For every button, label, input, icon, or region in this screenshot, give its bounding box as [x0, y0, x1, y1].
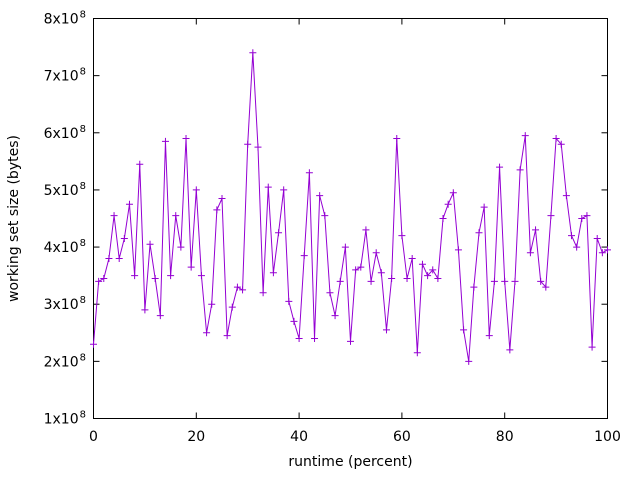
y-tick-label: 8x108 — [44, 10, 86, 28]
x-tick-label: 20 — [187, 429, 205, 445]
x-axis-ticks — [93, 18, 608, 419]
x-tick-label: 100 — [594, 429, 621, 445]
y-tick-labels: 1x108 2x108 3x108 4x108 5x108 6x108 7x108 8x108 — [44, 10, 86, 428]
y-tick-label: 5x108 — [44, 181, 86, 199]
plot-border — [93, 18, 608, 419]
x-tick-label: 40 — [290, 429, 308, 445]
series-line — [93, 52, 608, 362]
y-tick-label: 1x108 — [44, 410, 86, 428]
x-axis-label: runtime (percent) — [288, 454, 412, 470]
x-tick-labels: 0 20 40 60 80 100 — [89, 429, 621, 445]
y-tick-label: 6x108 — [44, 124, 86, 142]
y-axis-label: working set size (bytes) — [6, 135, 22, 302]
y-tick-label: 7x108 — [44, 67, 86, 85]
x-tick-label: 80 — [496, 429, 514, 445]
y-tick-label: 2x108 — [44, 352, 86, 370]
series-markers — [90, 49, 611, 365]
y-tick-label: 4x108 — [44, 238, 86, 256]
x-tick-label: 0 — [89, 429, 98, 445]
y-tick-label: 3x108 — [44, 295, 86, 313]
y-axis-ticks — [93, 18, 608, 419]
series — [90, 49, 611, 365]
x-tick-label: 60 — [393, 429, 411, 445]
